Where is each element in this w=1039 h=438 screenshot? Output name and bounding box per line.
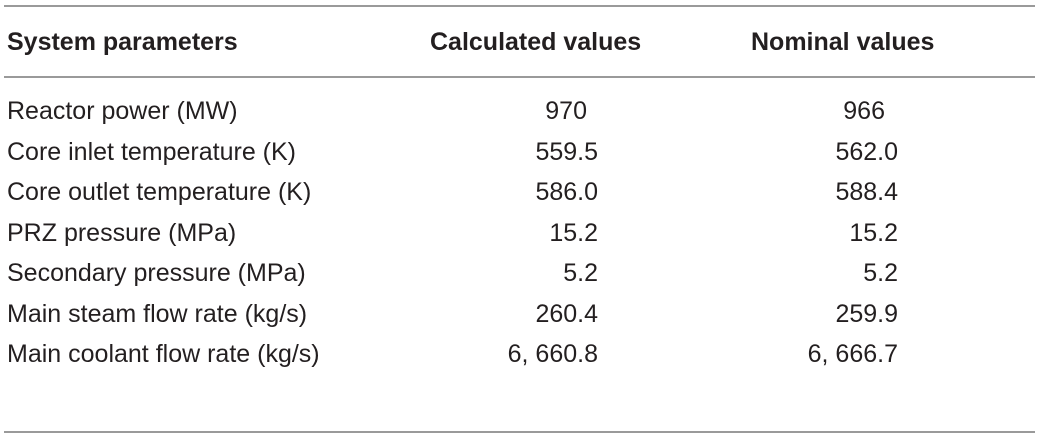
row-calculated-value: 15.2 [549,218,598,247]
table-body: Reactor power (MW) 970 966 Core inlet te… [4,91,1035,375]
row-parameter: Main coolant flow rate (kg/s) [7,340,320,368]
table-header-row: System parameters Calculated values Nomi… [4,24,1035,60]
row-nominal-value: 6, 666.7 [807,340,898,368]
row-calculated-value: 5.2 [563,259,598,287]
table-top-rule [4,5,1035,7]
row-nominal-value: 259.9 [835,299,898,328]
row-nominal-value: 5.2 [863,259,898,287]
row-parameter: Core inlet temperature (K) [7,137,297,166]
row-parameter: PRZ pressure (MPa) [7,218,237,247]
row-nominal-value: 562.0 [835,137,898,166]
header-system-parameters: System parameters [7,28,238,56]
row-calculated-value: 970 [545,97,587,125]
table-row: Core outlet temperature (K) 586.0 588.4 [4,172,1035,213]
table-bottom-rule [4,431,1035,433]
row-calculated-value: 260.4 [535,299,598,328]
parameters-table: System parameters Calculated values Nomi… [4,0,1035,438]
row-calculated-value: 586.0 [535,178,598,206]
row-parameter: Core outlet temperature (K) [7,178,312,206]
table-row: Main coolant flow rate (kg/s) 6, 660.8 6… [4,334,1035,375]
table-header-rule [4,76,1035,78]
header-nominal-values: Nominal values [751,28,935,56]
table-row: Secondary pressure (MPa) 5.2 5.2 [4,253,1035,294]
row-nominal-value: 966 [843,97,885,125]
row-parameter: Reactor power (MW) [7,97,238,125]
row-calculated-value: 559.5 [535,137,598,166]
row-parameter: Secondary pressure (MPa) [7,259,306,287]
row-parameter: Main steam flow rate (kg/s) [7,299,308,328]
table-row: Core inlet temperature (K) 559.5 562.0 [4,132,1035,173]
table-row: Reactor power (MW) 970 966 [4,91,1035,132]
header-calculated-values: Calculated values [430,28,642,56]
table-row: Main steam flow rate (kg/s) 260.4 259.9 [4,294,1035,335]
row-nominal-value: 588.4 [835,178,898,206]
row-nominal-value: 15.2 [849,218,898,247]
table-row: PRZ pressure (MPa) 15.2 15.2 [4,213,1035,254]
row-calculated-value: 6, 660.8 [507,340,598,368]
